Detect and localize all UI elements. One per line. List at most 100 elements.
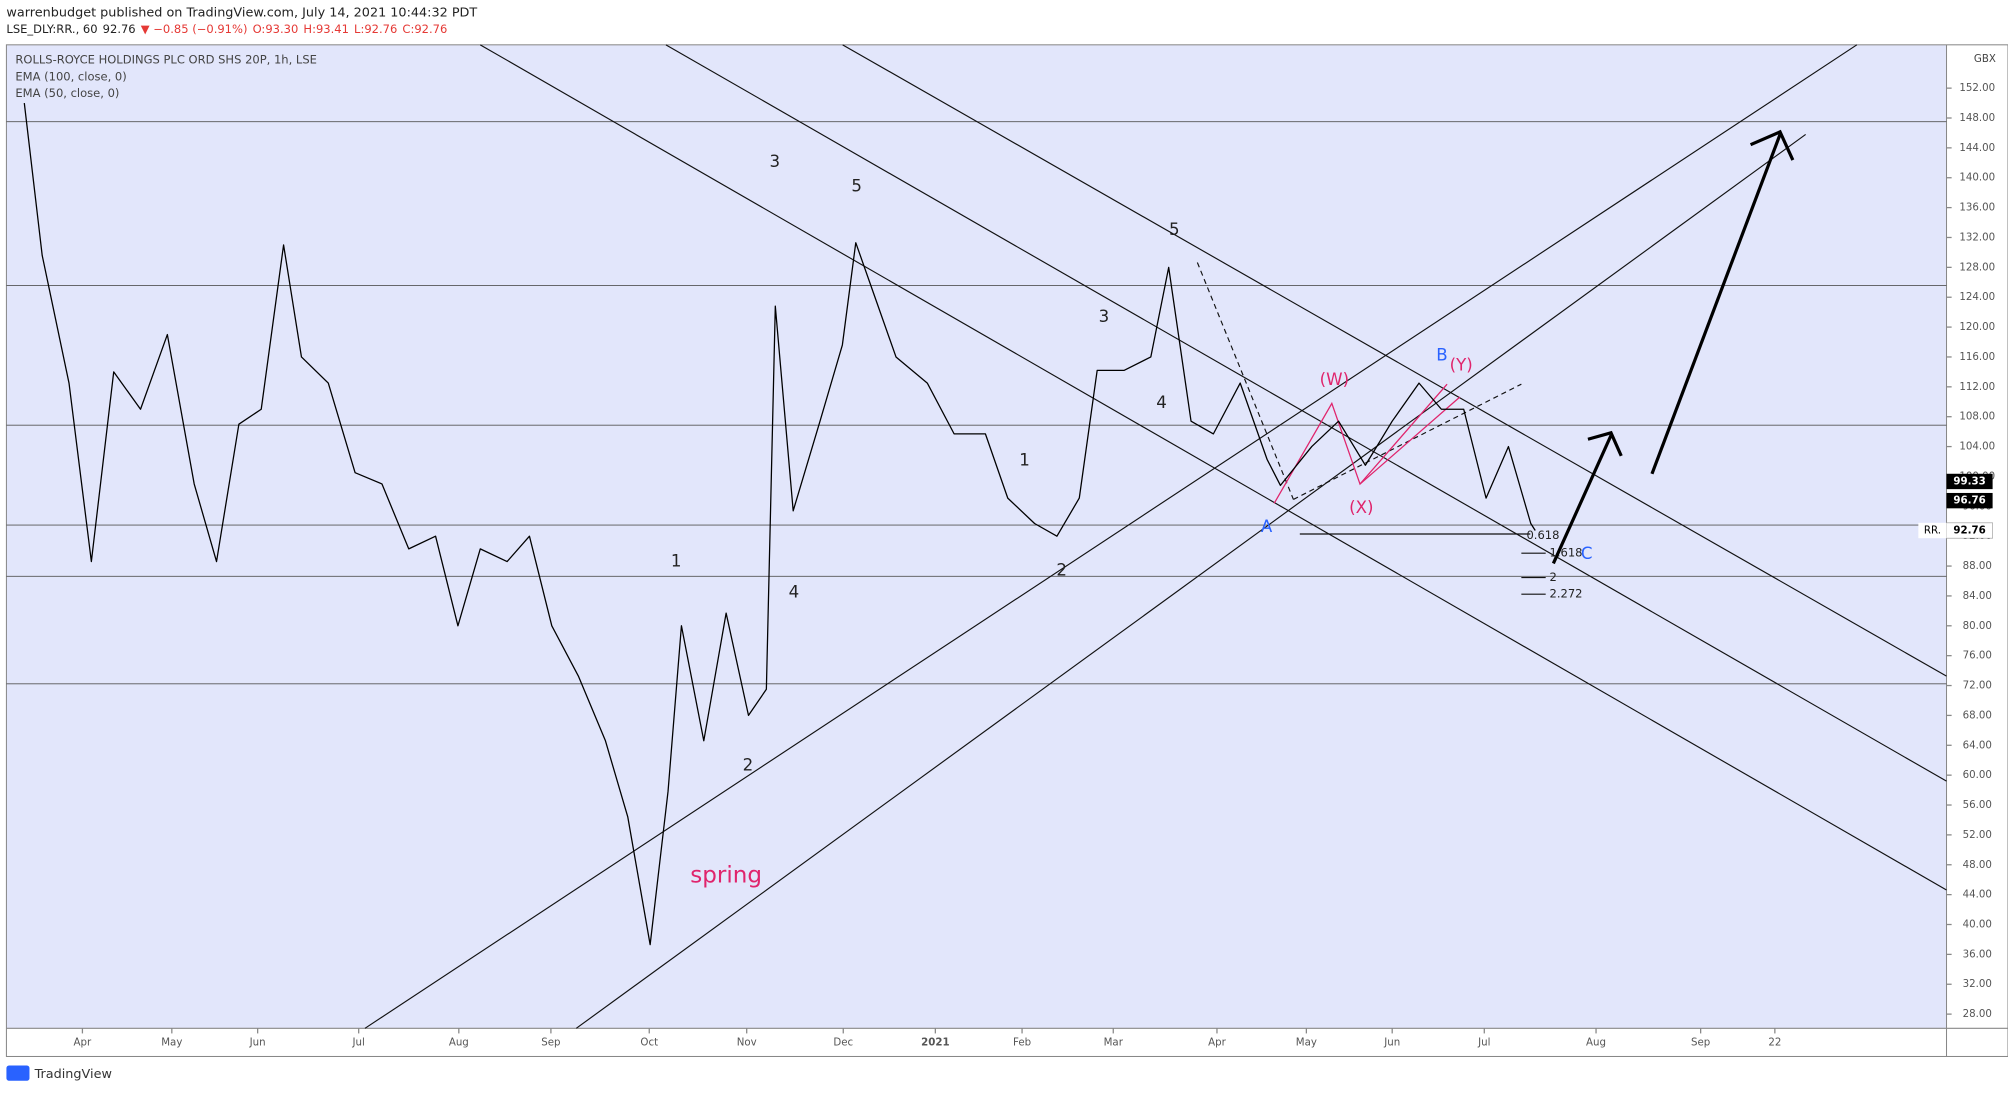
wave-label: 3 — [769, 152, 780, 171]
wave-label: 5 — [1169, 220, 1180, 239]
open: O:93.30 — [253, 22, 299, 36]
drawings — [6, 44, 1947, 1029]
price-label: 99.33 — [1953, 475, 1985, 487]
y-tick-label: 132.00 — [1959, 231, 1995, 243]
wave-label: 2 — [1056, 561, 1067, 580]
wave-label: A — [1261, 517, 1273, 536]
wave-label: 4 — [1156, 393, 1167, 412]
x-tick-label: 22 — [1768, 1036, 1781, 1048]
published: warrenbudget published on TradingView.co… — [6, 5, 477, 20]
y-tick-label: 72.00 — [1963, 680, 1992, 692]
wave-label: 1 — [671, 552, 682, 571]
x-tick-label: Apr — [74, 1036, 92, 1048]
x-tick-label: Nov — [737, 1036, 757, 1048]
fib-label: 0.618 — [1526, 528, 1559, 542]
y-tick-label: 84.00 — [1963, 590, 1992, 602]
price-label: 96.76 — [1953, 495, 1985, 507]
dashed-line — [1293, 383, 1522, 500]
x-tick-label: Jul — [1477, 1036, 1490, 1048]
x-tick-label: May — [161, 1036, 182, 1048]
y-tick-label: 32.00 — [1963, 978, 1992, 990]
wave-path — [1273, 383, 1448, 504]
x-tick-label: Sep — [1691, 1036, 1710, 1048]
x-tick-label: Dec — [833, 1036, 853, 1048]
legend-ema: EMA (100, close, 0) — [15, 69, 126, 83]
y-tick-label: 76.00 — [1963, 650, 1992, 662]
y-tick-label: 36.00 — [1963, 948, 1992, 960]
wave-label: 4 — [789, 582, 800, 601]
brand: TradingView — [34, 1067, 112, 1082]
price-label-box — [1946, 473, 1993, 490]
trend-line — [665, 44, 1947, 782]
arrow-head — [1587, 430, 1623, 457]
fib-label: 2 — [1550, 570, 1557, 584]
wave-label: 2 — [743, 755, 754, 774]
y-tick-label: 48.00 — [1963, 859, 1992, 871]
symbol-tag: RR. — [1924, 525, 1941, 537]
arrow — [1650, 133, 1782, 475]
legend-title: ROLLS-ROYCE HOLDINGS PLC ORD SHS 20P, 1h… — [15, 53, 317, 67]
x-tick-label: Apr — [1208, 1036, 1226, 1048]
y-tick-label: 68.00 — [1963, 709, 1992, 721]
y-tick-label: 112.00 — [1959, 381, 1995, 393]
y-tick-label: 60.00 — [1963, 769, 1992, 781]
y-tick-label: 40.00 — [1963, 919, 1992, 931]
x-tick-label: Aug — [1586, 1036, 1606, 1048]
logo — [6, 1065, 30, 1081]
price-line — [23, 102, 1536, 946]
y-tick-label: 148.00 — [1959, 112, 1995, 124]
wave-label: 3 — [1099, 307, 1110, 326]
y-tick-label: 124.00 — [1959, 291, 1995, 303]
symbol: LSE_DLY:RR., 60 — [6, 22, 97, 36]
trend-line — [842, 44, 1947, 677]
wave-label: (W) — [1320, 370, 1349, 389]
low: L:92.76 — [354, 22, 397, 36]
x-tick-label: May — [1296, 1036, 1317, 1048]
plot-area — [6, 44, 1947, 1029]
y-tick-label: 136.00 — [1959, 202, 1995, 214]
x-tick-label: Oct — [640, 1036, 658, 1048]
y-tick-label: 140.00 — [1959, 172, 1995, 184]
symbol-tag-box — [1918, 522, 1947, 539]
y-tick-label: 104.00 — [1959, 441, 1995, 453]
x-tick-label: Jun — [1383, 1036, 1400, 1048]
x-tick-label: Sep — [541, 1036, 560, 1048]
y-tick-label: 52.00 — [1963, 829, 1992, 841]
change: ▼ −0.85 (−0.91%) — [141, 22, 248, 36]
x-tick-label: Aug — [449, 1036, 469, 1048]
x-tick-label: Feb — [1013, 1036, 1031, 1048]
high: H:93.41 — [303, 22, 349, 36]
x-tick-label: Jun — [249, 1036, 266, 1048]
y-tick-label: 44.00 — [1963, 889, 1992, 901]
price-label-box — [1946, 492, 1993, 509]
arrow-head — [1749, 129, 1795, 161]
symbol-line: LSE_DLY:RR., 60 92.76 ▼ −0.85 (−0.91%) O… — [6, 22, 447, 36]
price-label: 92.76 — [1953, 525, 1985, 537]
wave-label: 5 — [851, 176, 862, 195]
y-tick-label: 144.00 — [1959, 142, 1995, 154]
trend-line — [364, 44, 1858, 1029]
dashed-line — [1196, 262, 1294, 500]
wave-label: (X) — [1349, 498, 1373, 517]
trend-line — [575, 133, 1806, 1029]
y-tick-label: 56.00 — [1963, 799, 1992, 811]
wave-label: 1 — [1019, 451, 1030, 470]
y-tick-label: 108.00 — [1959, 411, 1995, 423]
x-tick-label: Mar — [1104, 1036, 1124, 1048]
arrow — [1551, 434, 1613, 565]
y-tick-label: 64.00 — [1963, 739, 1992, 751]
currency: GBX — [1974, 53, 1996, 65]
wave-path — [1359, 396, 1461, 485]
y-tick-label: 88.00 — [1963, 560, 1992, 572]
y-tick-label: 120.00 — [1959, 321, 1995, 333]
legend-ema: EMA (50, close, 0) — [15, 86, 119, 100]
close: C:92.76 — [402, 22, 447, 36]
y-tick-label: 28.00 — [1963, 1008, 1992, 1020]
last-price: 92.76 — [103, 22, 136, 36]
fib-label: 2.272 — [1550, 587, 1583, 601]
wave-label: (Y) — [1450, 356, 1473, 375]
trend-line — [479, 44, 1947, 891]
y-tick-label: 128.00 — [1959, 261, 1995, 273]
y-tick-label: 116.00 — [1959, 351, 1995, 363]
